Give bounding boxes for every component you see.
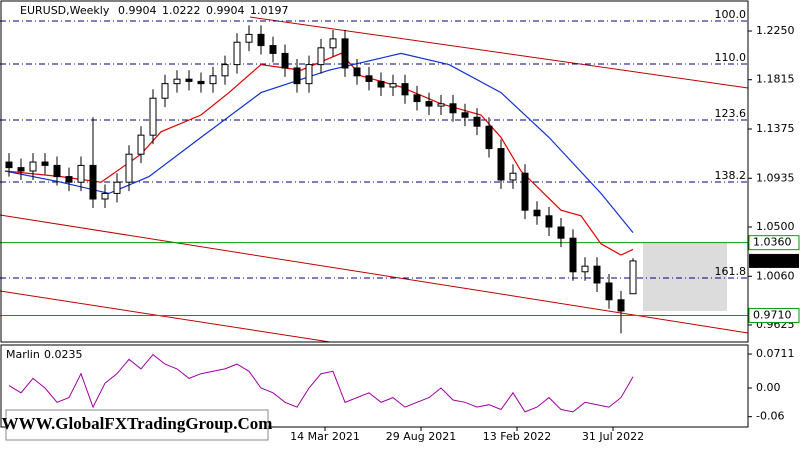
candle-body [317, 47, 325, 66]
candle-body [557, 226, 565, 239]
candle-body [137, 134, 145, 155]
candle-body [329, 38, 337, 49]
candle-body [173, 78, 181, 85]
candle-body [29, 161, 37, 172]
indicator-tick-label: 0.00 [756, 381, 781, 394]
level-label: 0.9710 [753, 308, 792, 321]
x-tick-label: 31 Jul 2022 [582, 430, 644, 443]
moving-average [4, 52, 634, 256]
candle-body [17, 167, 25, 172]
indicator-tick-label: -0.06 [756, 410, 784, 423]
candle-body [509, 172, 517, 181]
candle-body [125, 153, 133, 183]
candle-body [101, 192, 109, 200]
candle-body [77, 164, 85, 183]
candle-body [461, 112, 469, 118]
ohlc-value: 1.0197 [250, 4, 289, 17]
y-tick-label: 1.0500 [756, 220, 795, 233]
candle-body [53, 164, 61, 178]
candle-body [245, 33, 253, 43]
candle-body [257, 33, 265, 47]
level-box [748, 307, 800, 323]
candle-body [89, 164, 97, 200]
candle-body [305, 64, 313, 85]
candle-body [437, 103, 445, 107]
x-tick-label: 29 Aug 2021 [386, 430, 456, 443]
candle-body [629, 260, 637, 295]
x-tick-label: 14 Mar 2021 [290, 430, 360, 443]
level-box [748, 235, 800, 251]
symbol: EURUSD,Weekly [20, 4, 110, 17]
watermark-box [5, 409, 269, 441]
candle-body [617, 299, 625, 312]
last-price: 1.0197 [753, 254, 792, 267]
watermark: WWW.GlobalFXTradingGroup.Com [2, 414, 273, 433]
y-tick-label: 1.1375 [756, 122, 795, 135]
indicator-tick-label: 0.0711 [756, 347, 795, 360]
candle-body [473, 116, 481, 127]
candle-body [293, 67, 301, 85]
candle-body [569, 237, 577, 273]
candle-body [521, 172, 529, 211]
candle-body [269, 45, 277, 54]
trend-line [249, 16, 749, 89]
candle-body [401, 83, 409, 96]
candle-body [413, 94, 421, 103]
candle-body [545, 215, 553, 228]
y-tick-label: 1.2250 [756, 24, 795, 37]
candle-body [449, 103, 457, 114]
candle-body [149, 97, 157, 136]
candle-body [185, 78, 193, 82]
candle-body [5, 161, 13, 169]
y-tick-label: 1.0935 [756, 171, 795, 184]
candle-body [389, 83, 397, 88]
candle-body [581, 265, 589, 273]
candle-body [533, 209, 541, 217]
level-label: 1.0360 [753, 236, 792, 249]
indicator-frame [0, 344, 749, 428]
fib-label: 110.0 [715, 51, 747, 64]
fib-label: 123.6 [715, 107, 747, 120]
candle-body [497, 148, 505, 181]
fib-label: 138.2 [715, 169, 747, 182]
last-price-box [749, 253, 799, 268]
y-tick-label: 1.0060 [756, 269, 795, 282]
candle-body [341, 38, 349, 69]
candle-body [485, 125, 493, 150]
candle-body [377, 80, 385, 88]
candle-body [365, 75, 373, 82]
trend-line [0, 214, 749, 334]
candle-body [65, 176, 73, 183]
candle-body [113, 181, 121, 194]
candle-body [197, 80, 205, 85]
candle-body [353, 67, 361, 77]
indicator-line [8, 353, 634, 413]
indicator-value: 0.0235 [44, 348, 83, 361]
y-tick-label: 1.1815 [756, 73, 795, 86]
candle-body [221, 64, 229, 77]
candle-body [593, 265, 601, 284]
trend-line [0, 290, 331, 343]
fib-label: 161.8 [715, 265, 747, 278]
ohlc-value: 0.9904 [118, 4, 157, 17]
candle-body [161, 83, 169, 99]
candle-body [209, 75, 217, 85]
ohlc-value: 1.0222 [162, 4, 201, 17]
main-frame [0, 0, 749, 343]
ohlc-value: 0.9904 [206, 4, 245, 17]
moving-average [4, 52, 634, 233]
indicator-name: Marlin [6, 348, 40, 361]
candle-body [605, 282, 613, 301]
fib-label: 100.0 [715, 8, 747, 21]
candle-body [233, 41, 241, 66]
candle-body [281, 52, 289, 69]
plot [0, 20, 748, 334]
x-tick-label: 13 Feb 2022 [483, 430, 551, 443]
candle-body [425, 101, 433, 107]
candle-body [41, 161, 49, 166]
target-zone [643, 242, 727, 311]
